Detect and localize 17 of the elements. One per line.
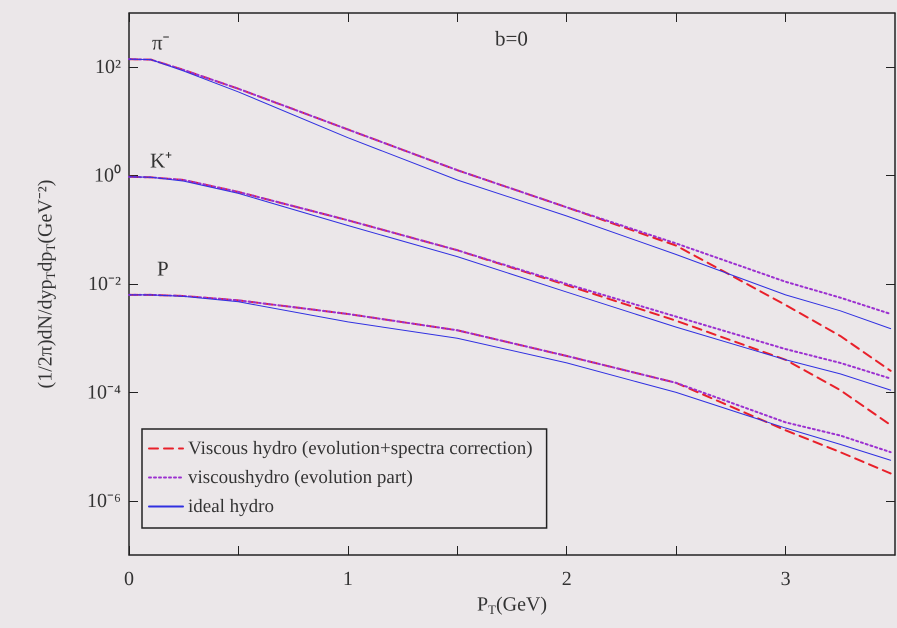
x-tick-label: 0 <box>124 568 134 590</box>
annotation: P <box>157 256 169 280</box>
y-tick-label: 10² <box>95 56 121 78</box>
y-axis-title: (1/2π)dN/dypTdpT(GeV⁻²) <box>34 180 58 388</box>
y-tick-label: 10⁻⁶ <box>87 490 122 512</box>
y-tick-label: 10⁻⁴ <box>87 381 122 404</box>
legend-label: Viscous hydro (evolution+spectra correction) <box>188 438 533 459</box>
annotation: π⁻ <box>152 30 170 54</box>
legend-label: ideal hydro <box>188 496 274 517</box>
x-tick-label: 1 <box>342 568 353 590</box>
annotation: b=0 <box>495 26 528 50</box>
x-tick-label: 2 <box>562 568 572 590</box>
legend-label: viscoushydro (evolution part) <box>188 467 413 488</box>
y-tick-label: 10⁻² <box>88 273 121 295</box>
x-tick-label: 3 <box>780 568 791 590</box>
annotation: K⁺ <box>150 148 172 172</box>
y-tick-label: 10⁰ <box>94 164 121 187</box>
